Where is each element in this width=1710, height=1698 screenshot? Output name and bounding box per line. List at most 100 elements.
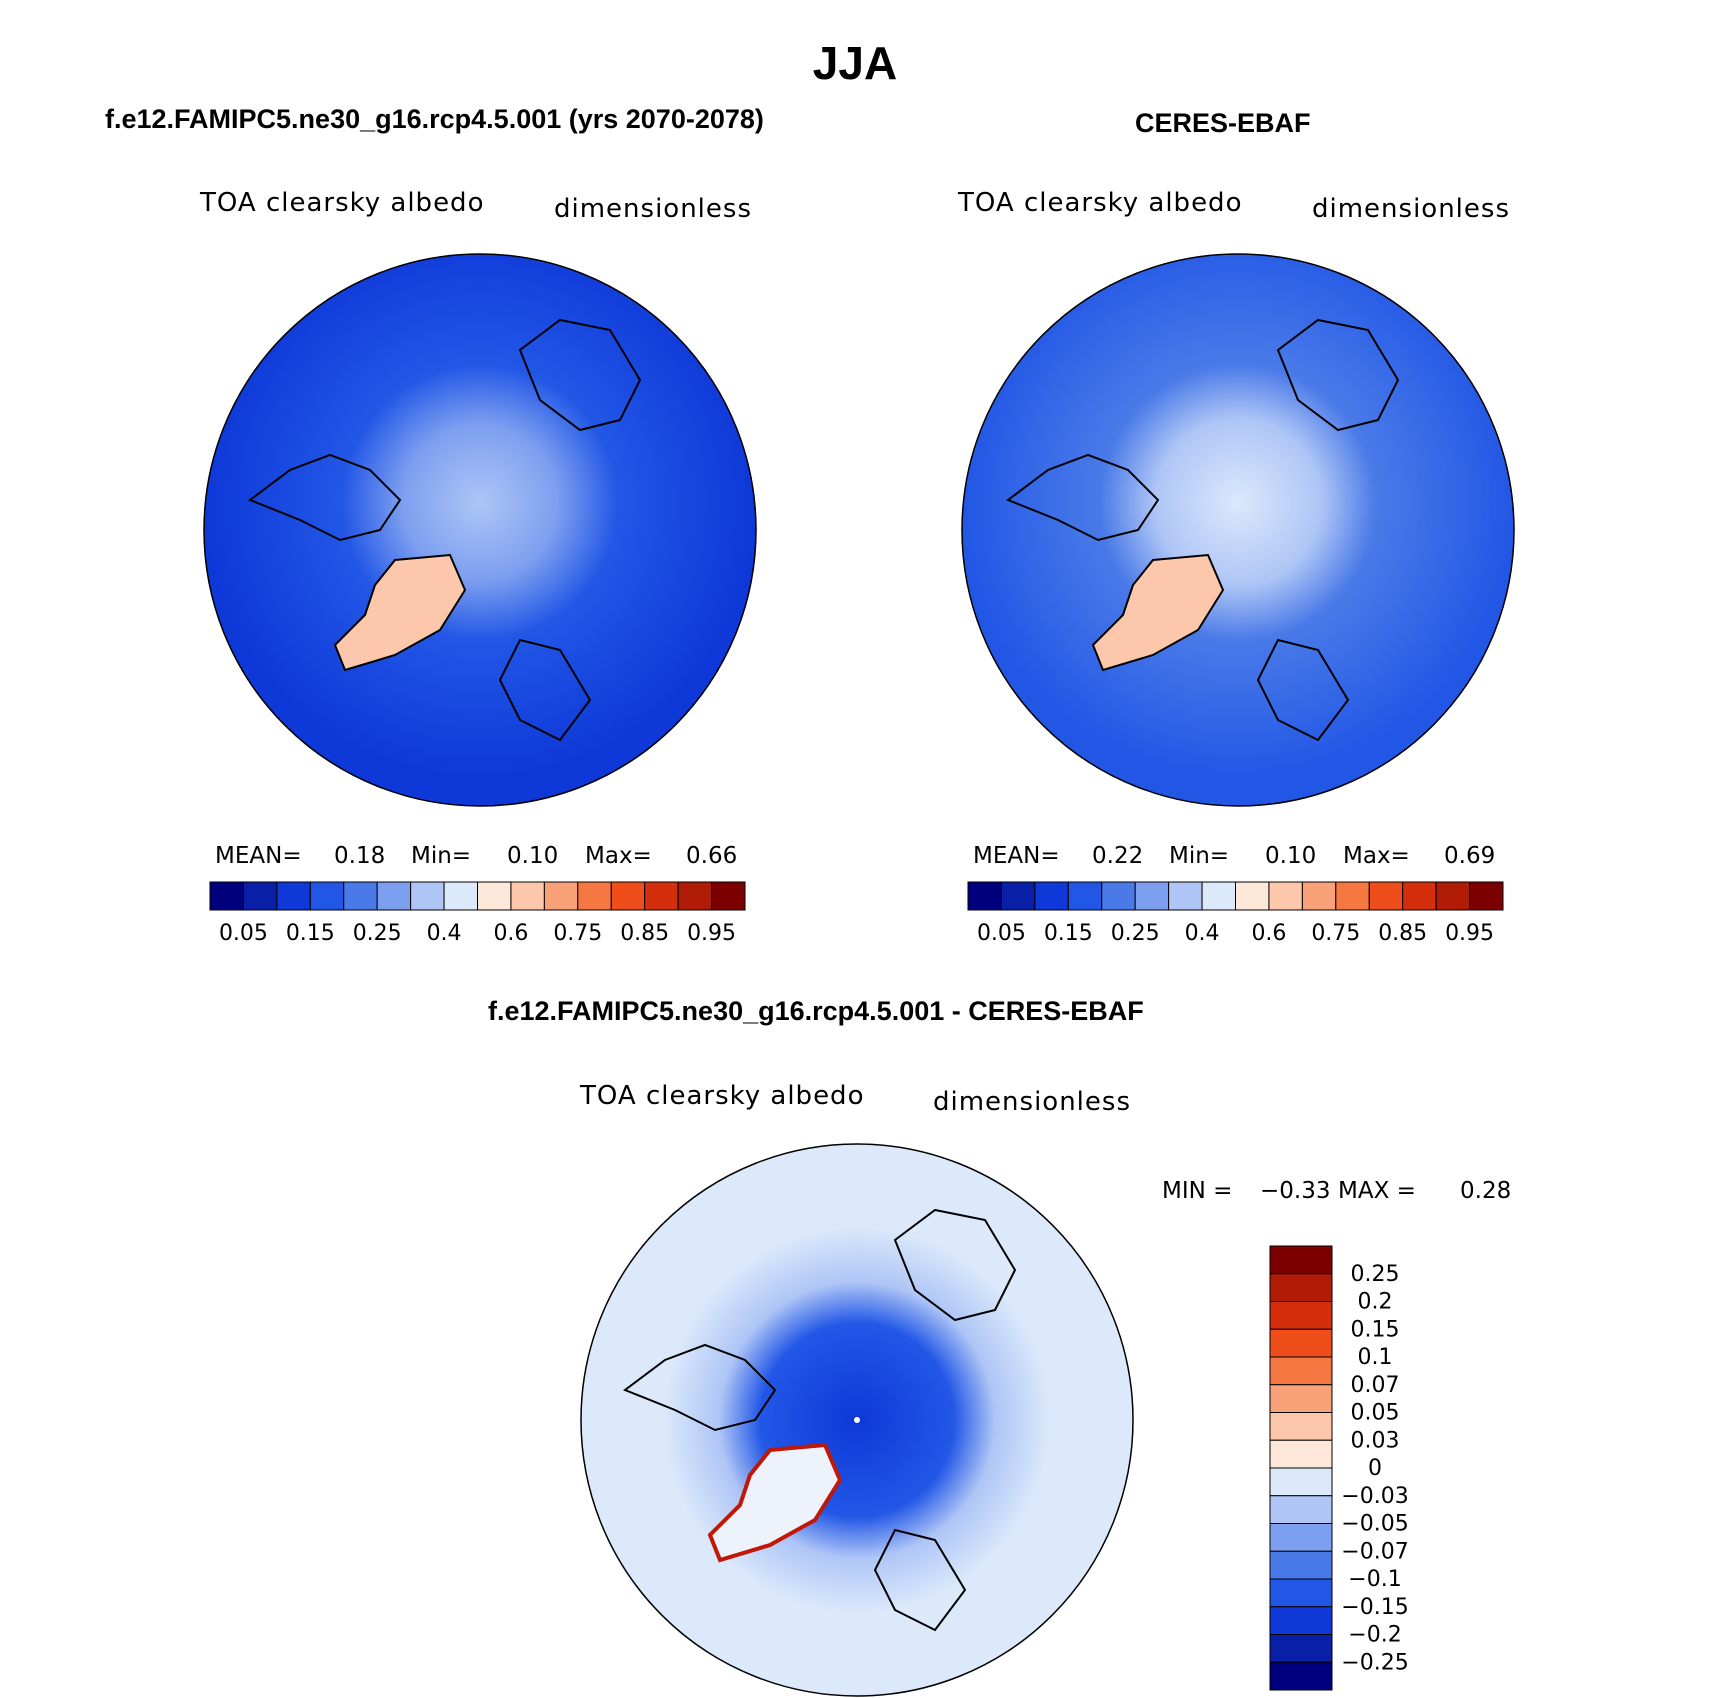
colorbar-swatch <box>1269 1634 1333 1663</box>
colorbar-tick-label: 0.4 <box>1185 921 1220 946</box>
colorbar-swatch <box>677 881 713 911</box>
colorbar-tick-label: 0.03 <box>1351 1428 1400 1453</box>
colorbar-swatch <box>1435 881 1471 911</box>
panel-2-variable: TOA clearsky albedo <box>958 188 1243 218</box>
colorbar-tick-label: −0.05 <box>1341 1512 1408 1537</box>
colorbar-tick-label: 0.25 <box>1351 1262 1400 1287</box>
colorbar-tick-label: −0.07 <box>1341 1539 1408 1564</box>
colorbar-panel-1: 0.05 0.15 0.25 0.4 0.6 0.75 0.85 0.95 <box>209 881 746 946</box>
colorbar-swatch <box>343 881 378 911</box>
panel-2-mean-value: 0.22 <box>1092 843 1144 869</box>
colorbar-tick-label: 0.4 <box>427 921 462 946</box>
panel-3-min-value: −0.33 <box>1260 1178 1331 1204</box>
colorbar-swatch <box>1269 1550 1333 1580</box>
greenland-region <box>1091 553 1225 672</box>
colorbar-swatch <box>1368 881 1404 911</box>
colorbar-swatch <box>1134 881 1170 911</box>
colorbar-swatch <box>577 881 612 911</box>
panel-1-variable: TOA clearsky albedo <box>200 188 485 218</box>
colorbar-swatch <box>711 881 746 911</box>
panel-2-max-value: 0.69 <box>1444 843 1496 869</box>
colorbar-tick-label: 0 <box>1368 1456 1382 1481</box>
colorbar-swatch <box>477 881 512 911</box>
colorbar-tick-label: −0.03 <box>1341 1484 1408 1509</box>
map-panel-1 <box>203 253 757 807</box>
coastline <box>247 318 642 742</box>
panel-1-min-label: Min= <box>411 843 472 869</box>
colorbar-panel-2: 0.05 0.15 0.25 0.4 0.6 0.75 0.85 0.95 <box>967 881 1504 946</box>
colorbar-swatch <box>1235 881 1270 911</box>
colorbar-swatch <box>1269 1523 1333 1552</box>
colorbar-tick-label: 0.1 <box>1358 1345 1393 1370</box>
colorbar-tick-label: 0.95 <box>687 921 736 946</box>
colorbar-swatch <box>1101 881 1136 911</box>
colorbar-swatch <box>309 881 345 911</box>
colorbar-tick-label: −0.15 <box>1341 1595 1408 1620</box>
panel-1-max-label: Max= <box>585 843 652 869</box>
colorbar-swatch <box>1269 1328 1333 1358</box>
colorbar-tick-label: 0.05 <box>977 921 1026 946</box>
colorbar-swatch <box>209 881 244 911</box>
colorbar-tick-label: 0.25 <box>353 921 402 946</box>
colorbar-swatch <box>644 881 679 911</box>
colorbar-swatch <box>443 881 478 911</box>
colorbar-swatch <box>1402 881 1437 911</box>
colorbar-tick-label: 0.6 <box>1251 921 1286 946</box>
panel-1-mean-value: 0.18 <box>334 843 386 869</box>
colorbar-swatch <box>1269 1356 1333 1386</box>
colorbar-swatch <box>376 881 412 911</box>
colorbar-swatch <box>1269 1273 1333 1302</box>
panel-2-units: dimensionless <box>1312 194 1510 224</box>
panel-3-max-label: MAX = <box>1338 1178 1416 1204</box>
colorbar-tick-label: 0.05 <box>1351 1401 1400 1426</box>
panel-1-units: dimensionless <box>554 194 752 224</box>
colorbar-swatch <box>242 881 278 911</box>
map-panel-2 <box>961 253 1515 807</box>
colorbar-swatch <box>1034 881 1069 911</box>
coastline <box>622 1208 1017 1632</box>
colorbar-swatch <box>1268 881 1303 911</box>
colorbar-tick-label: 0.2 <box>1358 1290 1393 1315</box>
panel-3-units: dimensionless <box>933 1087 1131 1117</box>
colorbar-swatch <box>1269 1439 1333 1469</box>
colorbar-tick-label: 0.15 <box>1044 921 1093 946</box>
colorbar-swatch <box>1067 881 1103 911</box>
panel-2-title: CERES-EBAF <box>1135 108 1311 138</box>
panel-2-min-label: Min= <box>1169 843 1230 869</box>
colorbar-swatch <box>510 881 545 911</box>
coastline <box>1005 318 1400 742</box>
colorbar-swatch <box>1269 1495 1333 1524</box>
colorbar-swatch <box>1201 881 1236 911</box>
colorbar-tick-label: 0.05 <box>219 921 268 946</box>
colorbar-tick-label: 0.07 <box>1351 1373 1400 1398</box>
panel-3-min-label: MIN = <box>1162 1178 1233 1204</box>
colorbar-swatch <box>410 881 445 911</box>
panel-3-variable: TOA clearsky albedo <box>580 1081 865 1111</box>
panel-1-mean-label: MEAN= <box>215 843 302 869</box>
panel-1-title: f.e12.FAMIPC5.ne30_g16.rcp4.5.001 (yrs 2… <box>105 104 764 134</box>
greenland-region <box>707 1442 843 1563</box>
colorbar-panel-3: 0.250.20.150.10.070.050.030−0.03−0.05−0.… <box>1269 1245 1409 1691</box>
colorbar-tick-label: 0.75 <box>1311 921 1360 946</box>
colorbar-swatch <box>1269 1661 1333 1691</box>
colorbar-tick-label: 0.95 <box>1445 921 1494 946</box>
colorbar-swatch <box>1269 1578 1333 1608</box>
colorbar-tick-label: 0.6 <box>493 921 528 946</box>
panel-2-min-value: 0.10 <box>1265 843 1317 869</box>
colorbar-swatch <box>276 881 311 911</box>
colorbar-swatch <box>1269 1245 1333 1275</box>
colorbar-swatch <box>543 881 579 911</box>
colorbar-tick-label: 0.15 <box>286 921 335 946</box>
greenland-region <box>333 553 467 672</box>
colorbar-tick-label: −0.1 <box>1348 1567 1401 1592</box>
colorbar-tick-label: −0.25 <box>1341 1650 1408 1675</box>
colorbar-tick-label: 0.25 <box>1111 921 1160 946</box>
colorbar-tick-label: 0.15 <box>1351 1317 1400 1342</box>
colorbar-swatch <box>1469 881 1504 911</box>
colorbar-swatch <box>610 881 646 911</box>
figure-title: JJA <box>812 37 898 89</box>
colorbar-tick-label: 0.75 <box>553 921 602 946</box>
colorbar-swatch <box>1269 1412 1333 1441</box>
